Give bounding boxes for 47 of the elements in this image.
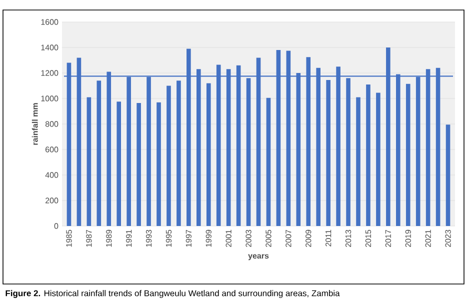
y-tick-label: 400 [45,172,58,178]
y-tick-label: 200 [46,198,58,204]
y-tick-label: 1600 [41,19,58,25]
x-tick-label: 1991 [126,230,132,247]
bar [176,80,181,226]
bar [356,97,360,226]
x-axis-title: years [248,254,269,260]
x-tick-label: 2019 [405,230,411,247]
x-tick-label: 2011 [325,230,332,246]
y-axis-title: rainfall mm [32,103,38,145]
x-tick-label: 2015 [365,230,372,247]
y-tick-label: 0 [54,223,58,229]
bar [326,80,330,226]
bar [166,86,171,226]
x-tick-label: 2021 [425,230,431,247]
x-tick-label: 1997 [186,230,192,247]
x-tick-label: 2009 [306,230,312,247]
x-tick-label: 1985 [66,230,72,247]
x-tick-label: 1989 [106,230,112,247]
x-tick-label: 2013 [345,230,352,247]
x-tick-label: 2005 [266,230,272,247]
bar [446,124,450,226]
x-tick-label: 2007 [286,230,292,247]
bar [136,102,141,226]
bar [266,98,271,226]
bar [96,80,102,226]
y-tick-label: 600 [46,146,58,152]
bar [376,92,380,226]
x-tick-label: 1995 [166,230,172,247]
x-tick-label: 2023 [445,230,451,247]
x-tick-label: 2001 [226,230,232,247]
x-tick-label: 1987 [86,230,92,247]
y-tick-label: 1400 [41,44,58,50]
y-tick-label: 1000 [41,96,58,102]
x-tick-label: 1999 [206,230,212,247]
bar [116,102,122,226]
bar [366,84,370,226]
bar [86,97,92,226]
y-tick-label: 1200 [41,70,58,76]
bar [156,102,161,226]
x-tick-label: 1993 [146,230,152,247]
bar [206,83,211,226]
bar [406,84,410,226]
y-tick-label: 800 [45,121,58,127]
x-tick-label: 2003 [246,230,252,247]
text: Figure 2. Historical rainfall trends of Bangweulu Wetland and surrounding areas, Zambia [6,290,340,298]
x-tick-label: 2017 [385,230,392,247]
